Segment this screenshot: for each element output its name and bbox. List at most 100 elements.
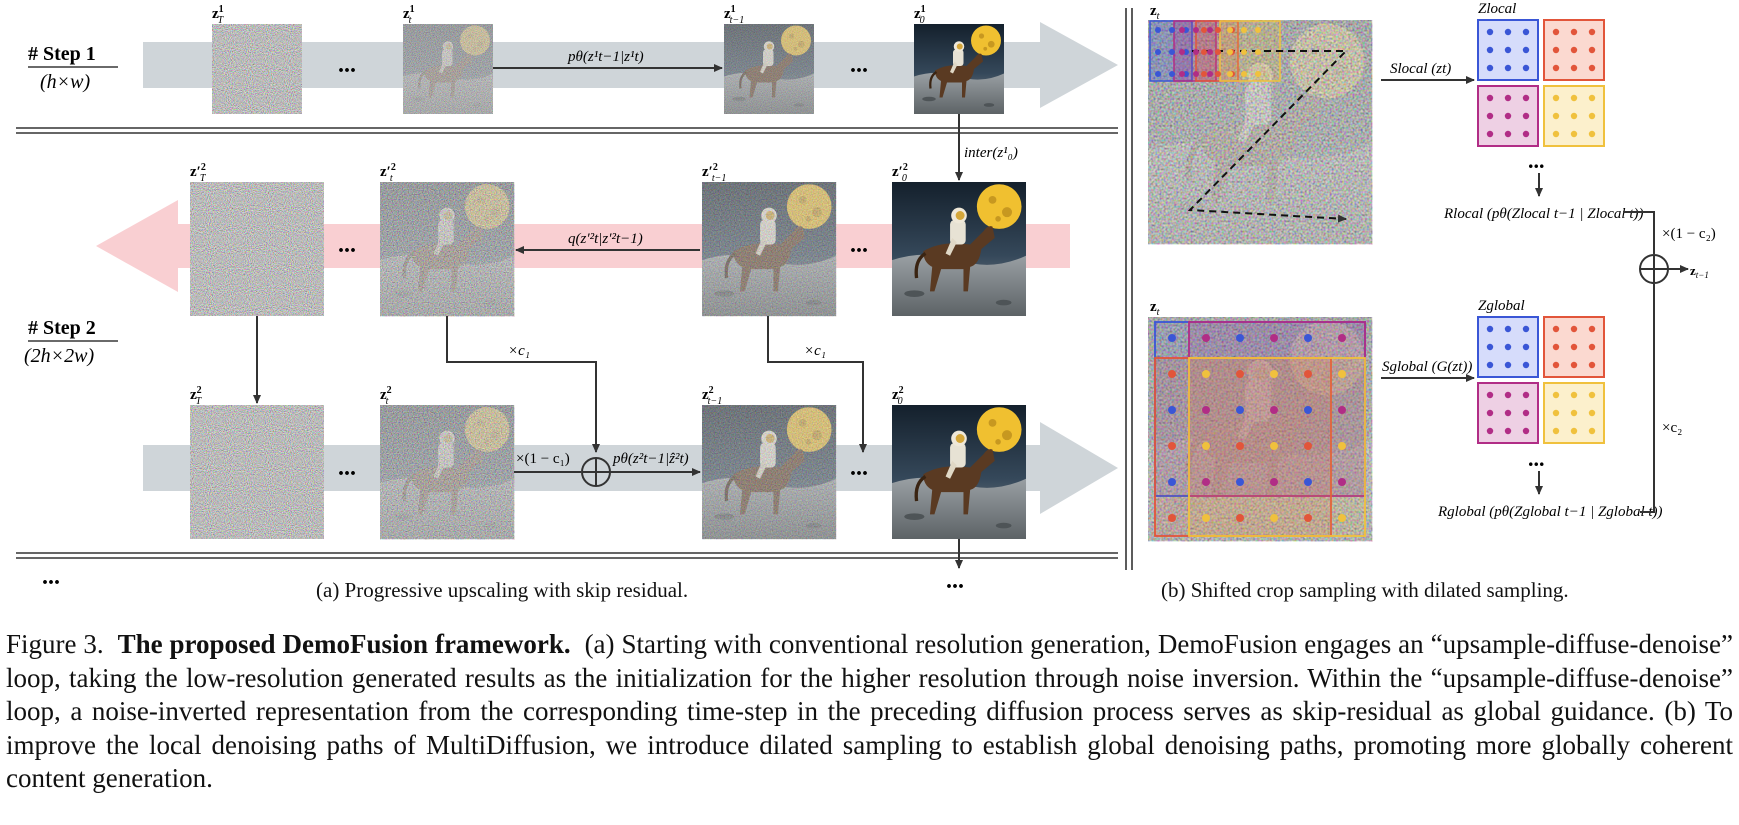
local-sample-dot (1201, 71, 1207, 77)
sample-dot (1570, 409, 1578, 417)
step2-title: # Step 2 (28, 317, 96, 339)
sample-dot (1570, 427, 1578, 435)
local-sample-dot (1169, 27, 1175, 33)
sample-dot (1588, 325, 1596, 333)
row1-image-z0 (912, 22, 1006, 116)
row3-image-zT (190, 405, 324, 539)
times-c2-label: ×c₂ (1662, 420, 1682, 436)
sample-dot (1486, 391, 1494, 399)
dilated-sample-dot (1202, 370, 1210, 378)
ellipsis: ... (850, 52, 868, 78)
local-sample-dot (1201, 49, 1207, 55)
r-global-label: Rglobal (pθ(Zglobal t−1 | Zglobal t)) (1437, 504, 1663, 520)
sample-dot (1504, 28, 1512, 36)
sample-dot (1570, 325, 1578, 333)
local-sample-dot (1241, 49, 1247, 55)
sample-dot (1570, 28, 1578, 36)
row1-image-zt (401, 22, 495, 116)
local-sample-dot (1179, 27, 1185, 33)
step1-size: (h×w) (40, 71, 90, 93)
sample-dot (1522, 28, 1530, 36)
row1-gray-arrow (143, 22, 1118, 108)
sample-dot (1486, 427, 1494, 435)
sample-dot (1486, 130, 1494, 138)
dilated-sample-dot (1304, 442, 1312, 450)
caption-prefix: Figure 3. (6, 629, 104, 659)
ellipsis: ... (338, 52, 356, 78)
row1-label-zT: z1 T (212, 4, 225, 26)
sample-dot (1588, 427, 1596, 435)
sample-dot (1552, 409, 1560, 417)
local-sample-dot (1155, 27, 1161, 33)
one-minus-c2-label: ×(1 − c₂) (1662, 226, 1716, 242)
local-sample-dot (1207, 27, 1213, 33)
times-c1-label: ×c₁ (508, 343, 530, 359)
row1-image-zt1 (722, 22, 816, 116)
dilated-sample-dot (1270, 406, 1278, 414)
sample-dot (1522, 112, 1530, 120)
sample-dot (1522, 391, 1530, 399)
sample-dot (1504, 112, 1512, 120)
sample-dot (1504, 46, 1512, 54)
global-dilated-image (1148, 317, 1372, 541)
row1-p-theta: pθ(z¹t−1|z¹t) (567, 49, 644, 65)
sample-dot (1588, 343, 1596, 351)
local-sample-dot (1169, 49, 1175, 55)
inter-label: inter(z¹₀) (964, 145, 1018, 161)
local-sample-dot (1255, 71, 1261, 77)
step1-title: # Step 1 (28, 43, 96, 65)
local-sample-dot (1179, 49, 1185, 55)
sample-dot (1486, 64, 1494, 72)
sample-dot (1486, 28, 1494, 36)
sample-dot (1486, 325, 1494, 333)
sample-dot (1504, 130, 1512, 138)
dilated-sample-dot (1202, 442, 1210, 450)
sample-dot (1552, 112, 1560, 120)
row1-label-zt: z1 t (403, 4, 415, 26)
z-tminus1-label: zt−1 (1690, 263, 1709, 280)
local-crops-grid (1477, 19, 1605, 147)
local-sample-dot (1193, 71, 1199, 77)
sample-dot (1504, 409, 1512, 417)
dilated-sample-dot (1202, 406, 1210, 414)
dilated-dots (1155, 27, 1346, 522)
sample-dot (1486, 112, 1494, 120)
local-sample-dot (1255, 27, 1261, 33)
sample-dot (1504, 391, 1512, 399)
sample-dot (1486, 46, 1494, 54)
step2-size: (2h×2w) (24, 345, 94, 367)
local-sample-dot (1155, 71, 1161, 77)
local-sample-dot (1201, 27, 1207, 33)
caption-title: The proposed DemoFusion framework. (117, 629, 571, 659)
sample-dot (1552, 343, 1560, 351)
dilated-sample-dot (1304, 406, 1312, 414)
sample-dot (1570, 361, 1578, 369)
sample-dot (1588, 112, 1596, 120)
dilated-sample-dot (1338, 514, 1346, 522)
dilated-sample-dot (1304, 514, 1312, 522)
sample-dot (1588, 64, 1596, 72)
local-sample-dot (1215, 49, 1221, 55)
one-minus-c1-label: ×(1 − c₁) (516, 451, 570, 467)
panel-a: # Step 1 (h×w) # Step 2 (2h×2w) z1 T z1 t … (16, 4, 1133, 594)
local-sample-dot (1169, 71, 1175, 77)
dilated-sample-dot (1304, 334, 1312, 342)
dilated-sample-dot (1338, 442, 1346, 450)
sample-dot (1588, 409, 1596, 417)
sample-dot (1504, 343, 1512, 351)
sample-dot (1570, 343, 1578, 351)
zt-label-top: zt (1150, 3, 1160, 22)
sample-dot (1588, 94, 1596, 102)
dilated-sample-dot (1168, 442, 1176, 450)
times-c1-label: ×c₁ (804, 343, 826, 359)
dilated-sample-dot (1202, 478, 1210, 486)
demofusion-figure: # Step 1 (h×w) # Step 2 (2h×2w) z1 T z1 t … (16, 1, 1716, 594)
local-sample-dot (1193, 49, 1199, 55)
ellipsis: ... (42, 564, 60, 590)
sample-dot (1570, 391, 1578, 399)
ellipsis: ... (338, 455, 356, 481)
sample-dot (1486, 94, 1494, 102)
caption-body: (a) Starting with conventional resolutio… (6, 629, 1733, 793)
sample-dot (1570, 46, 1578, 54)
row1-label-zt1: z1 t−1 (724, 4, 744, 26)
